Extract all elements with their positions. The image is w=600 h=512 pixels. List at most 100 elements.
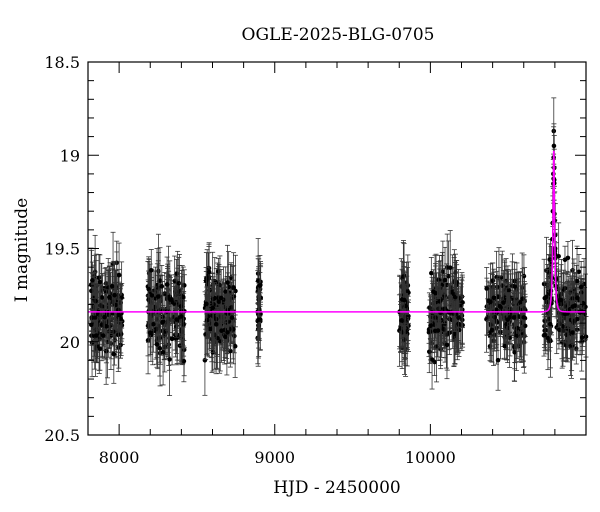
- data-point: [512, 284, 518, 289]
- data-point: [551, 143, 557, 149]
- data-point: [176, 280, 182, 286]
- data-point: [426, 349, 432, 355]
- data-point: [545, 335, 551, 341]
- data-point: [442, 277, 448, 283]
- data-point: [223, 289, 229, 294]
- data-point: [490, 278, 496, 284]
- data-point: [505, 317, 510, 322]
- data-point: [518, 299, 523, 305]
- data-point: [112, 292, 117, 298]
- data-point: [579, 335, 585, 340]
- data-point: [96, 275, 102, 281]
- data-point: [514, 325, 520, 331]
- data-point: [429, 357, 435, 362]
- data-points-layer: [88, 97, 589, 396]
- data-point: [207, 326, 213, 332]
- y-tick-label: 19.5: [44, 240, 80, 259]
- data-point: [160, 320, 165, 325]
- data-point: [180, 294, 186, 300]
- data-point: [116, 307, 121, 313]
- data-point: [225, 330, 230, 335]
- data-point: [204, 301, 209, 307]
- data-point: [179, 314, 184, 319]
- data-point: [151, 321, 156, 327]
- data-point: [543, 327, 549, 333]
- plot-frame: [87, 61, 587, 436]
- data-point: [460, 300, 465, 305]
- y-tick-label: 20.5: [44, 426, 80, 445]
- data-point: [491, 295, 497, 301]
- data-point: [493, 307, 499, 313]
- data-point: [446, 330, 452, 336]
- data-point: [456, 315, 461, 321]
- x-tick-label: 10000: [405, 448, 456, 467]
- data-point: [547, 321, 553, 327]
- data-point: [104, 324, 109, 329]
- data-point: [229, 305, 234, 310]
- data-point: [570, 330, 575, 335]
- data-point: [225, 280, 230, 285]
- data-point: [213, 322, 219, 327]
- data-point: [231, 285, 236, 290]
- data-point: [159, 284, 165, 289]
- y-tick-label: 20: [60, 333, 80, 352]
- data-point: [94, 333, 99, 338]
- data-point: [572, 303, 578, 308]
- data-point: [401, 274, 406, 279]
- data-point: [92, 315, 98, 321]
- data-point: [156, 294, 161, 299]
- data-point: [232, 343, 238, 349]
- data-point: [116, 272, 122, 278]
- data-point: [504, 321, 509, 327]
- y-tick-label: 18.5: [44, 53, 80, 72]
- data-point: [157, 278, 163, 283]
- data-point: [178, 304, 184, 309]
- data-point: [514, 333, 519, 339]
- data-point: [167, 357, 172, 362]
- data-point: [175, 335, 180, 341]
- model-curve: [88, 150, 586, 313]
- data-point: [429, 270, 434, 276]
- data-point: [574, 278, 580, 284]
- data-point: [219, 328, 224, 334]
- data-point: [97, 346, 103, 352]
- data-point: [542, 295, 548, 301]
- data-point: [521, 315, 527, 320]
- data-point: [109, 283, 115, 289]
- data-point: [147, 330, 153, 335]
- data-point: [116, 312, 122, 318]
- data-point: [495, 357, 501, 363]
- data-point: [484, 286, 489, 291]
- data-point: [229, 315, 235, 320]
- data-point: [173, 300, 179, 305]
- data-point: [99, 295, 105, 300]
- data-point: [576, 269, 582, 275]
- data-point: [442, 306, 447, 312]
- data-point: [164, 282, 170, 287]
- data-point: [557, 327, 562, 333]
- x-axis-label: HJD - 2450000: [273, 478, 401, 498]
- data-point: [497, 304, 503, 309]
- axes-layer: 8000 9000 10000 18.5 19 19.5 20 20.5: [44, 53, 587, 467]
- data-point: [157, 345, 163, 351]
- data-point: [485, 298, 491, 304]
- model-curve-layer: [88, 150, 586, 313]
- data-point: [181, 358, 187, 364]
- data-point: [501, 300, 506, 305]
- data-points-group: [88, 97, 589, 396]
- data-point: [405, 288, 410, 294]
- data-point: [216, 299, 222, 304]
- data-point: [432, 328, 438, 334]
- data-point: [492, 314, 497, 320]
- data-point: [206, 269, 212, 275]
- data-point: [438, 310, 443, 316]
- data-point: [210, 305, 216, 311]
- data-point: [558, 297, 564, 303]
- data-point: [427, 329, 433, 335]
- data-point: [399, 318, 404, 323]
- data-point: [93, 298, 98, 304]
- data-point: [427, 305, 432, 310]
- data-point: [228, 348, 233, 354]
- data-point: [574, 295, 580, 301]
- data-point: [88, 322, 94, 328]
